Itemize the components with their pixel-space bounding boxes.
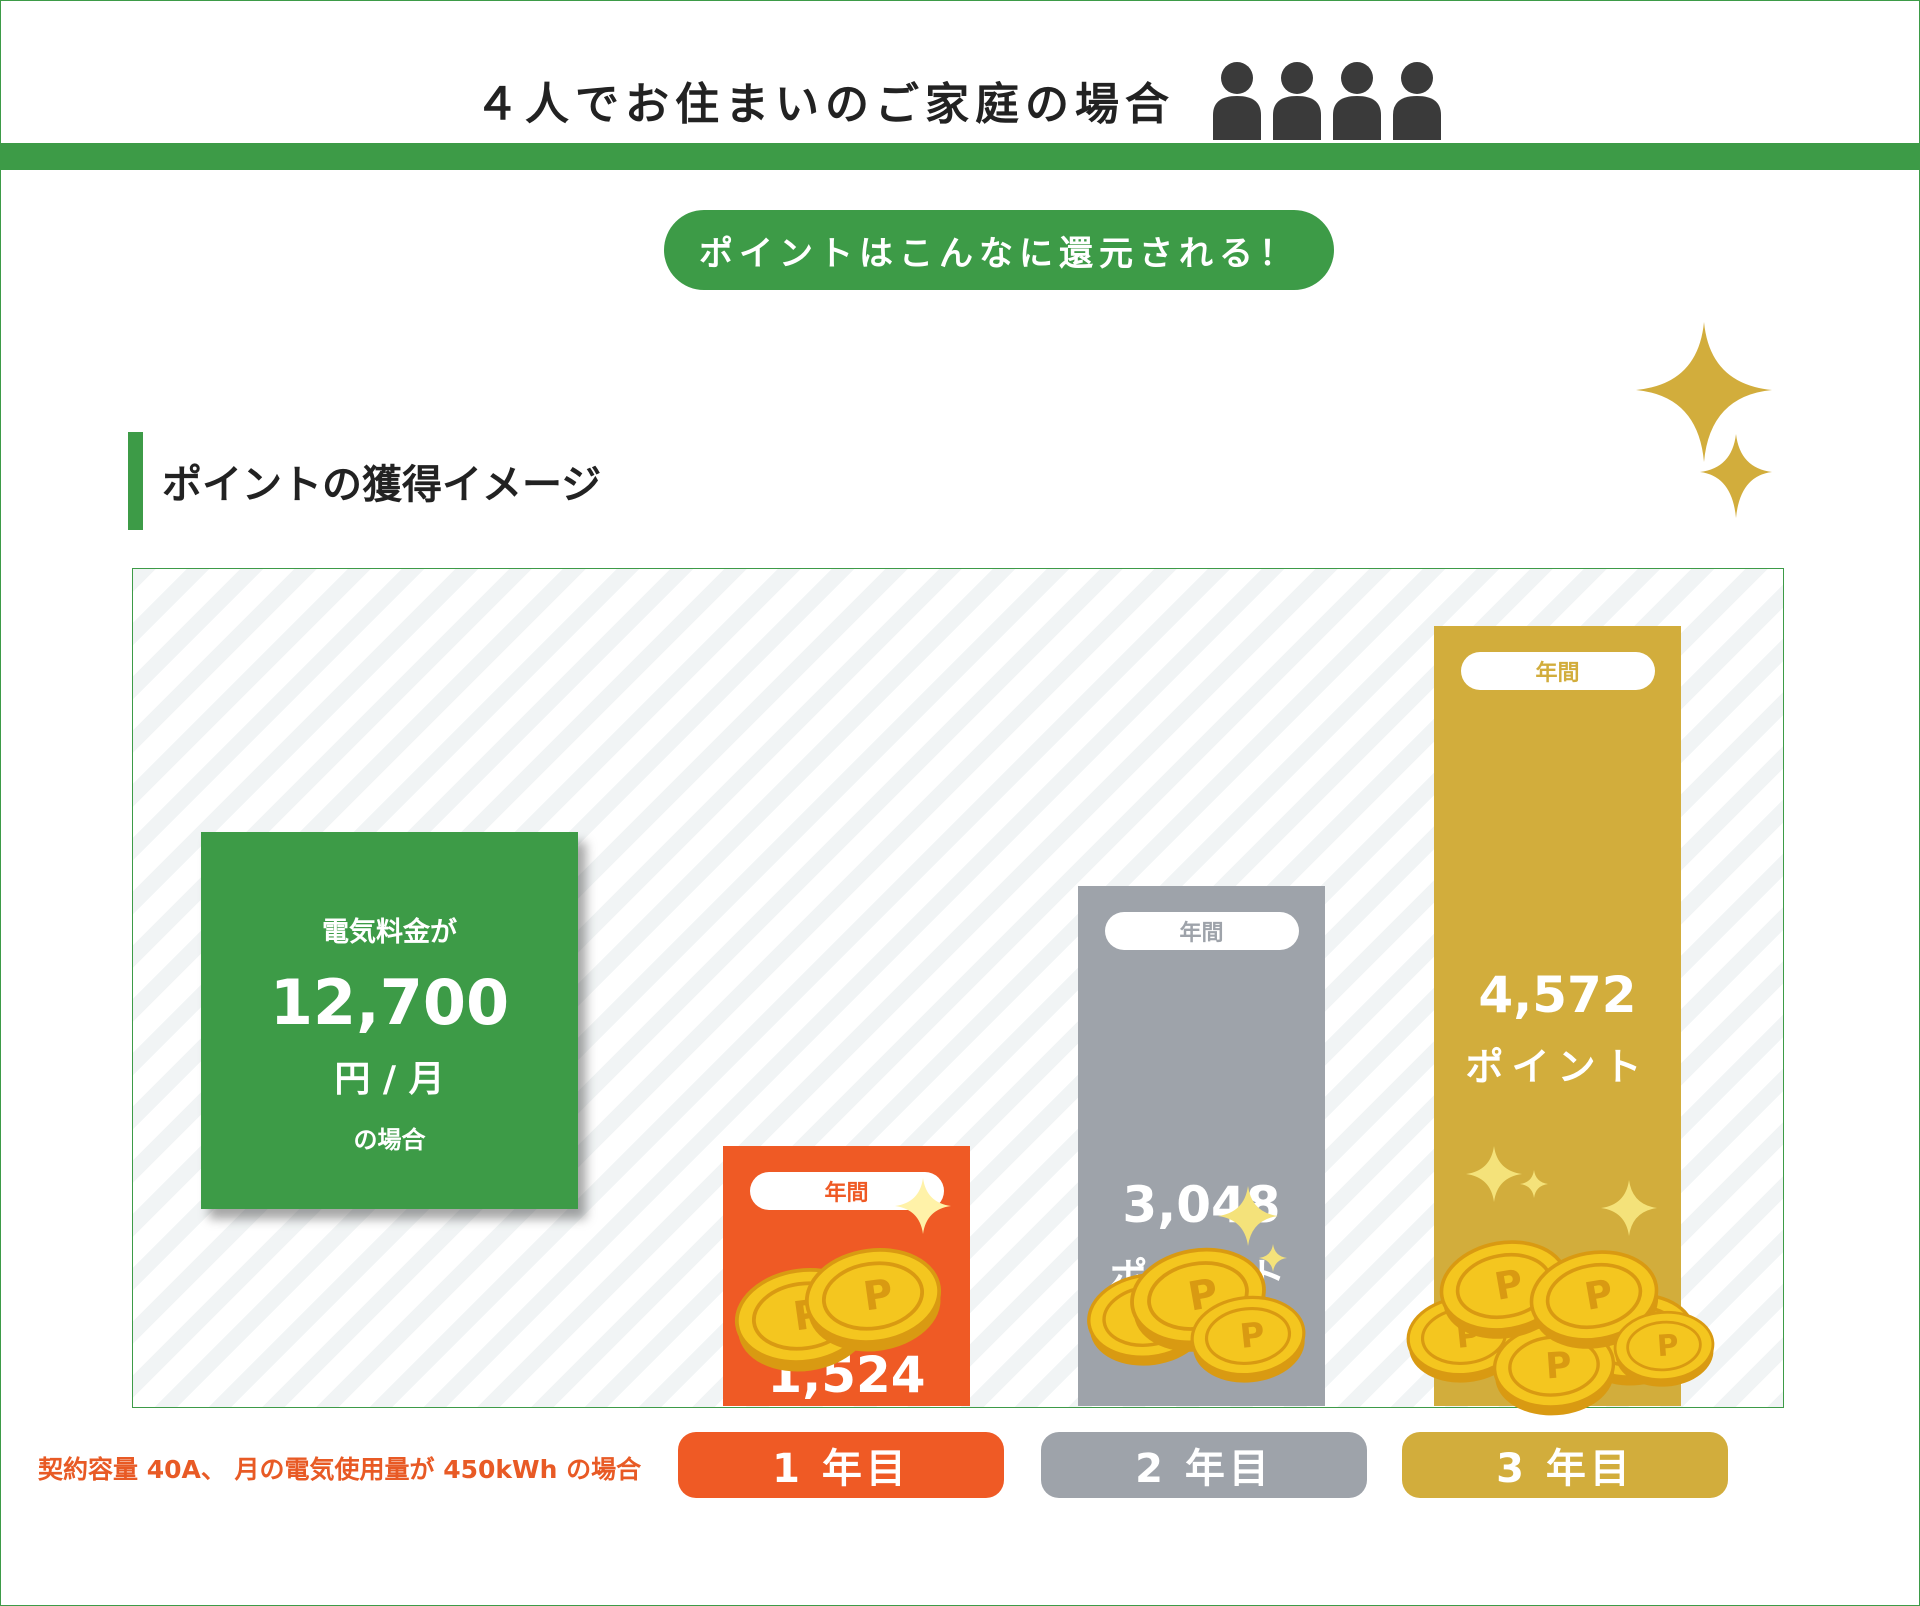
- bar-year-1: 年間1,524ポイント P P: [723, 1146, 970, 1469]
- bar-year-3: 年間 4,572 ポイント P P P P P: [1406, 626, 1715, 1416]
- x-axis-label: 1 年目: [678, 1432, 1004, 1498]
- section-marker: [128, 432, 143, 530]
- bar-annual-tag: 年間: [1460, 652, 1655, 691]
- person-icon: [1333, 62, 1381, 140]
- sparkle-icon: [1636, 322, 1772, 518]
- coins-icon: P P: [734, 1178, 951, 1372]
- coins-icon: P P P P P P: [1406, 1145, 1715, 1416]
- electricity-bill-box: 電気料金が 12,700 円 / 月 の場合: [201, 832, 578, 1209]
- bar-annual-tag: 年間: [1104, 912, 1299, 950]
- header: ４人でお住まいのご家庭の場合: [0, 55, 1920, 145]
- person-icon: [1273, 62, 1321, 140]
- bill-unit: 円 / 月: [334, 1059, 445, 1100]
- svg-text:P: P: [1544, 1345, 1573, 1388]
- person-icon: [1213, 62, 1261, 140]
- bill-label: 電気料金が: [322, 917, 457, 948]
- svg-text:P: P: [1656, 1328, 1680, 1363]
- x-axis-label: 2 年目: [1041, 1432, 1367, 1498]
- bill-amount: 12,700: [269, 966, 510, 1039]
- family-icon-group: [1209, 60, 1445, 140]
- svg-text:P: P: [1238, 1315, 1267, 1356]
- bill-case-label: の場合: [353, 1126, 426, 1154]
- x-axis-label: 3 年目: [1402, 1432, 1728, 1498]
- subtitle-banner: ポイントはこんなに還元される！: [664, 210, 1334, 290]
- footnote: 契約容量 40A、 月の電気使用量が 450kWh の場合: [38, 1455, 642, 1484]
- bar-value-label: 4,572: [1478, 966, 1637, 1025]
- svg-text:P: P: [860, 1271, 895, 1321]
- person-icon: [1393, 62, 1441, 140]
- page-title: ４人でお住まいのご家庭の場合: [475, 79, 1175, 130]
- bar-year-2: 年間3,048ポイント P P P: [1078, 886, 1325, 1406]
- section-title: ポイントの獲得イメージ: [162, 462, 602, 508]
- coins-icon: P P P: [1087, 1185, 1306, 1383]
- header-divider: [0, 143, 1920, 170]
- bar-unit-label: ポイント: [1465, 1045, 1650, 1090]
